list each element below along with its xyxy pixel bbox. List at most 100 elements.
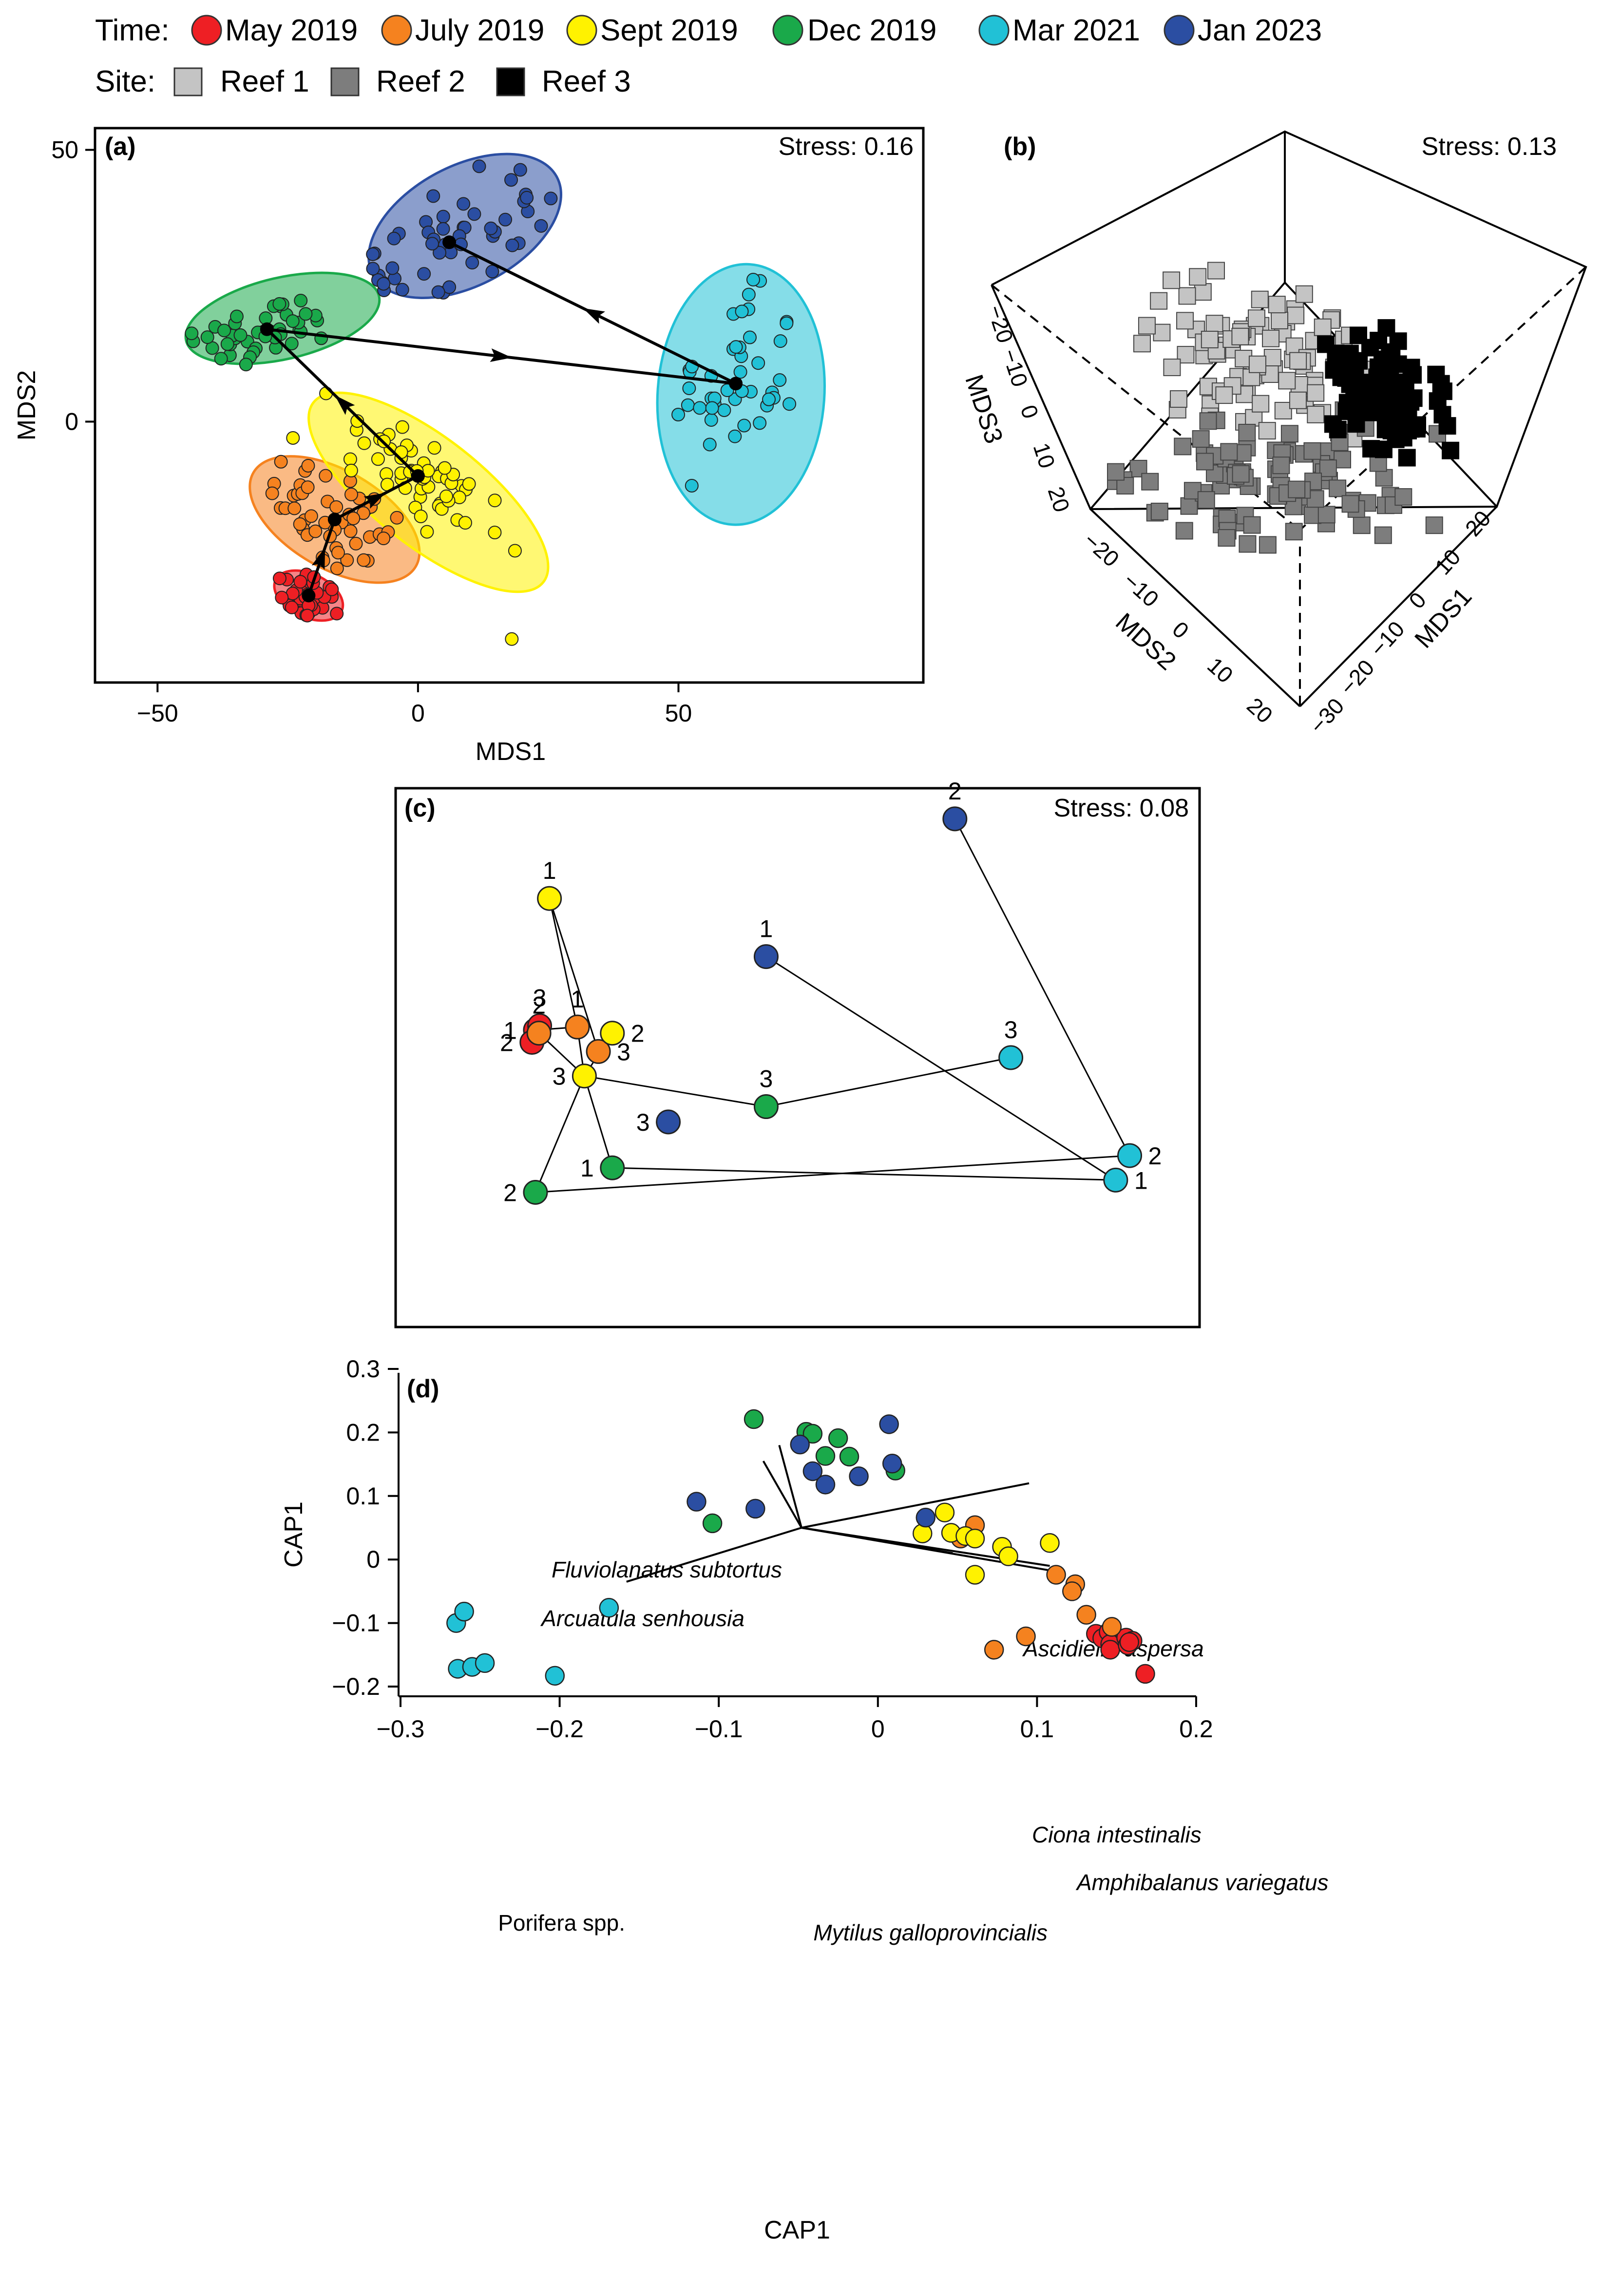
point-a-jul2019 xyxy=(377,531,391,546)
point-a-jul2019 xyxy=(344,487,358,501)
legend-time-label: Time: xyxy=(95,14,170,47)
vector-line xyxy=(778,1444,802,1528)
point-a-mar2021 xyxy=(703,437,717,452)
panel-a-ytick-label: 50 xyxy=(51,136,78,164)
point-a-mar2021 xyxy=(705,401,719,415)
point-b-reef1 xyxy=(1138,317,1156,335)
panel-d-ytick-label: −0.2 xyxy=(332,1673,380,1700)
point-b-reef1 xyxy=(1258,422,1276,440)
point-b-reef3 xyxy=(1338,394,1356,412)
point-d-jan2023 xyxy=(916,1507,936,1528)
panel-b-mds1-tick: 0 xyxy=(1404,587,1431,613)
point-a-may2019 xyxy=(272,571,286,586)
point-a-jul2019 xyxy=(319,469,333,483)
point-b-reef2 xyxy=(1353,516,1371,534)
point-a-jan2023 xyxy=(442,280,457,294)
vector-label: Mytilus galloprovincialis xyxy=(813,1920,1048,1945)
panel-b-mds3-tick: −10 xyxy=(997,346,1033,390)
point-a-sep2019 xyxy=(439,489,453,503)
point-c-sep2019-site1 xyxy=(537,886,562,911)
point-c-jan2023-site2 xyxy=(942,806,968,832)
point-a-jan2023 xyxy=(520,190,534,205)
point-b-reef2 xyxy=(1288,480,1306,498)
point-b-reef3 xyxy=(1341,344,1359,362)
panel-a-frame xyxy=(94,127,925,684)
point-a-jan2023 xyxy=(472,159,486,173)
point-a-jan2023 xyxy=(387,231,401,246)
point-b-reef3 xyxy=(1377,413,1395,431)
point-a-jan2023 xyxy=(544,191,558,206)
point-b-reef2 xyxy=(1150,502,1168,520)
panel-b-mds2-tick: 20 xyxy=(1242,693,1278,728)
point-a-jul2019 xyxy=(301,480,315,494)
point-c-jul2019-site3 xyxy=(586,1039,611,1064)
vector-label: Amphibalanus variegatus xyxy=(1075,1870,1329,1895)
point-c-dec2019-site2 xyxy=(523,1180,548,1205)
legend-label-reef2: Reef 2 xyxy=(376,65,465,98)
panel-c-connector xyxy=(549,898,599,1052)
point-d-jan2023 xyxy=(849,1466,869,1486)
legend-marker-reef1 xyxy=(173,67,203,96)
panel-c-site-label: 1 xyxy=(760,915,773,943)
point-c-jul2019-site1 xyxy=(565,1014,590,1040)
point-b-reef1 xyxy=(1289,391,1307,409)
panel-a-ytick-label: 0 xyxy=(65,408,78,435)
point-a-mar2021 xyxy=(743,330,757,344)
point-d-mar2021 xyxy=(475,1653,495,1673)
panel-d-ytick-label: 0.2 xyxy=(346,1419,380,1446)
point-a-jul2019 xyxy=(340,553,354,567)
point-b-reef2 xyxy=(1232,465,1250,483)
point-b-reef1 xyxy=(1307,405,1325,423)
point-a-dec2019 xyxy=(233,328,248,342)
point-a-sep2019 xyxy=(438,461,452,475)
point-a-mar2021 xyxy=(717,403,731,417)
point-b-reef3 xyxy=(1438,417,1456,435)
point-a-jul2019 xyxy=(357,553,371,567)
point-a-jul2019 xyxy=(390,511,404,525)
point-b-reef1 xyxy=(1169,390,1187,408)
point-b-reef3 xyxy=(1434,382,1452,400)
panel-b-hidden-edges xyxy=(991,266,1587,706)
point-b-reef2 xyxy=(1107,463,1125,481)
point-a-jan2023 xyxy=(433,246,447,260)
point-a-jul2019 xyxy=(329,500,344,514)
panel-a-xtick-label: 0 xyxy=(411,700,425,727)
panel-a: −50 0 50 0 50 (a) Stress: 0.16 MDS1 MDS2 xyxy=(13,127,925,766)
panel-c-site-label: 2 xyxy=(631,1020,645,1047)
trajectory-arrowhead xyxy=(490,348,512,362)
panel-a-xtick-label: −50 xyxy=(137,700,178,727)
point-a-sep2019 xyxy=(462,477,476,491)
legend-label-jan2023: Jan 2023 xyxy=(1198,14,1322,47)
panel-d-ytick-label: 0.3 xyxy=(346,1355,380,1383)
point-b-reef1 xyxy=(1307,384,1325,402)
point-c-sep2019-site3 xyxy=(572,1063,597,1089)
point-d-jan2023 xyxy=(882,1454,902,1474)
point-b-reef3 xyxy=(1442,441,1459,459)
point-a-jul2019 xyxy=(349,536,363,550)
point-b-reef1 xyxy=(1163,359,1181,377)
panel-c-lines xyxy=(534,818,1130,1193)
point-a-sep2019 xyxy=(414,509,428,523)
point-b-reef1 xyxy=(1314,318,1332,336)
point-a-jan2023 xyxy=(513,163,527,177)
point-b-reef1 xyxy=(1153,323,1171,342)
panel-b-mds1-tick: −20 xyxy=(1335,655,1379,700)
point-b-reef1 xyxy=(1278,372,1296,390)
panel-c-site-label: 3 xyxy=(533,985,547,1012)
point-a-outlier xyxy=(286,431,300,445)
point-b-reef3 xyxy=(1398,449,1416,467)
point-a-mar2021 xyxy=(729,340,743,354)
panel-c-connector xyxy=(534,1076,585,1193)
panel-b-tag: (b) xyxy=(1004,133,1036,161)
point-a-jul2019 xyxy=(265,486,279,500)
trajectory-centroid xyxy=(327,512,342,527)
point-a-dec2019 xyxy=(220,337,234,351)
point-a-mar2021 xyxy=(681,398,695,412)
point-a-jan2023 xyxy=(377,277,391,291)
point-b-reef3 xyxy=(1377,381,1395,399)
point-b-reef2 xyxy=(1116,477,1134,495)
point-d-may2019 xyxy=(1135,1664,1155,1684)
point-a-mar2021 xyxy=(780,316,794,330)
point-b-reef1 xyxy=(1251,290,1269,308)
